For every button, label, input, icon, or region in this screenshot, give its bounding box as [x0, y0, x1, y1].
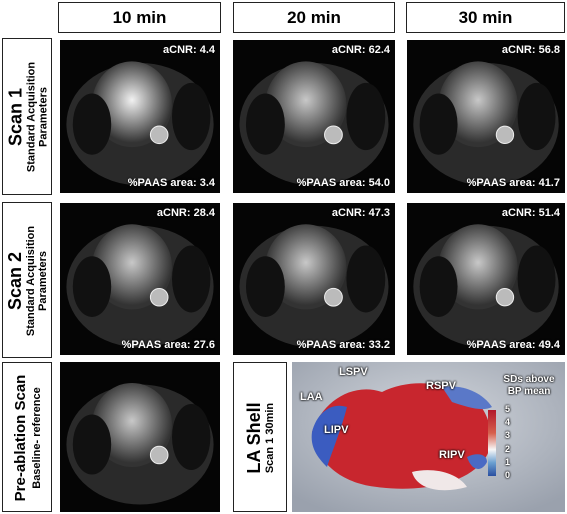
row-subtitle: Baseline- reference	[31, 387, 43, 489]
colorbar-tick-label: 0	[505, 470, 511, 480]
shell-body	[312, 383, 492, 489]
aorta	[324, 125, 343, 145]
mri-image	[66, 224, 214, 348]
mri-image	[66, 61, 214, 186]
colorbar-tick-label: 3	[505, 430, 511, 441]
mri-panel: aCNR: 56.8 %PAAS area: 41.7	[407, 40, 565, 193]
la-shell-render: LSPV LAA RSPV LIPV RIPV SDs above BP mea…	[292, 362, 565, 512]
anatomy-label: LSPV	[339, 366, 368, 378]
lung	[172, 82, 211, 151]
aorta	[495, 288, 515, 307]
row-title: Scan 1	[5, 87, 26, 147]
anatomy-label: RIPV	[439, 449, 465, 461]
lung	[72, 414, 112, 475]
shell-blue	[467, 454, 487, 469]
heart	[265, 224, 347, 310]
acnr-label: aCNR: 47.3	[331, 207, 390, 219]
aorta	[149, 125, 169, 145]
column-header: 20 min	[233, 2, 395, 33]
row-subtitle: Standard Acquisition Parameters	[25, 225, 49, 337]
heart	[92, 61, 172, 148]
colorbar	[488, 410, 496, 476]
row-label: LA Shell Scan 1 30min	[233, 362, 287, 512]
mri-image	[413, 61, 559, 186]
aorta	[324, 287, 343, 307]
colorbar-tick-label: 2	[505, 443, 511, 454]
acnr-label: aCNR: 51.4	[501, 207, 560, 219]
row-label: Scan 1 Standard Acquisition Parameters	[2, 38, 52, 195]
paas-label: %PAAS area: 49.4	[466, 339, 560, 351]
colorbar-tick-label: 1	[505, 456, 511, 467]
row-subtitle: Standard Acquisition Parameters	[25, 61, 50, 173]
lung	[245, 256, 285, 317]
heart	[265, 61, 347, 148]
heart	[438, 61, 518, 148]
row-label: Scan 2 Standard Acquisition Parameters	[2, 202, 52, 358]
column-header: 10 min	[58, 2, 221, 33]
lung	[419, 93, 458, 155]
lung	[245, 93, 285, 155]
paas-label: %PAAS area: 33.2	[296, 339, 390, 351]
shell-white	[412, 470, 467, 491]
lung	[517, 245, 556, 313]
mri-panel: aCNR: 47.3 %PAAS area: 33.2	[233, 203, 395, 355]
anatomy-label: RSPV	[426, 380, 456, 392]
heart	[438, 224, 518, 310]
mri-panel: aCNR: 28.4 %PAAS area: 27.6	[60, 203, 220, 355]
mri-panel: aCNR: 62.4 %PAAS area: 54.0	[233, 40, 395, 193]
acnr-label: aCNR: 28.4	[156, 207, 215, 219]
colorbar-tick-label: 4	[505, 417, 511, 428]
legend-title: SDs above BP mean	[503, 374, 555, 397]
row-label: Pre-ablation Scan Baseline- reference	[2, 362, 52, 512]
acnr-label: aCNR: 4.4	[163, 44, 215, 56]
aorta	[495, 125, 515, 145]
paas-label: %PAAS area: 54.0	[296, 177, 390, 189]
colorbar-tick-label: 5	[505, 404, 511, 414]
lung	[346, 82, 386, 151]
lung	[172, 404, 211, 470]
anatomy-label: LAA	[300, 391, 323, 403]
row-title: LA Shell	[244, 402, 264, 474]
heart	[92, 224, 172, 310]
paas-label: %PAAS area: 27.6	[121, 339, 215, 351]
acnr-label: aCNR: 56.8	[501, 44, 560, 56]
mri-image	[66, 383, 214, 505]
row-title: Scan 2	[5, 251, 25, 311]
mri-image	[413, 224, 559, 348]
lung	[419, 256, 458, 317]
mri-image	[239, 224, 389, 348]
heart	[92, 383, 172, 467]
paas-label: %PAAS area: 3.4	[127, 177, 215, 189]
mri-image	[239, 61, 389, 186]
shell-blue	[442, 386, 492, 410]
row-title: Pre-ablation Scan	[12, 374, 29, 502]
mri-panel	[60, 362, 220, 512]
anatomy-label: LIPV	[324, 424, 349, 436]
lung	[517, 82, 556, 151]
lung	[346, 245, 386, 313]
row-subtitle: Scan 1 30min	[264, 402, 276, 474]
paas-label: %PAAS area: 41.7	[466, 177, 560, 189]
mri-panel: aCNR: 4.4 %PAAS area: 3.4	[60, 40, 220, 193]
lung	[72, 256, 112, 317]
shell-graphic	[292, 362, 565, 512]
lung	[72, 93, 112, 155]
acnr-label: aCNR: 62.4	[331, 44, 390, 56]
column-header: 30 min	[406, 2, 565, 33]
mri-panel: aCNR: 51.4 %PAAS area: 49.4	[407, 203, 565, 355]
lung	[172, 245, 211, 313]
aorta	[149, 445, 169, 465]
shell-blue	[311, 405, 347, 467]
aorta	[149, 287, 169, 307]
